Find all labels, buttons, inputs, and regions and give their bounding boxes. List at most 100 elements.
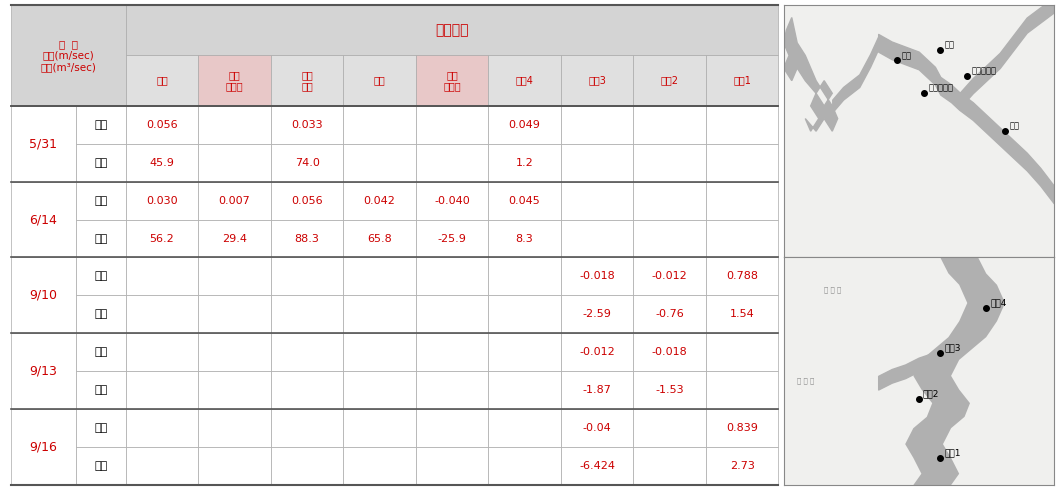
Bar: [416, 220, 488, 257]
Bar: [76, 144, 126, 182]
Bar: [633, 55, 706, 106]
Bar: [198, 144, 271, 182]
Bar: [126, 447, 198, 485]
Bar: [561, 295, 633, 333]
Bar: [706, 447, 778, 485]
Bar: [488, 182, 561, 220]
Bar: [126, 333, 198, 371]
Text: 유속: 유속: [94, 347, 107, 357]
Text: 0.042: 0.042: [363, 196, 395, 206]
Bar: [126, 220, 198, 257]
Text: 74.0: 74.0: [294, 158, 320, 168]
Bar: [76, 182, 126, 220]
Bar: [416, 333, 488, 371]
Text: 56.2: 56.2: [149, 234, 175, 244]
Bar: [706, 55, 778, 106]
Bar: [416, 182, 488, 220]
Bar: [706, 220, 778, 257]
Bar: [706, 144, 778, 182]
Text: 조사지점: 조사지점: [435, 23, 469, 37]
Bar: [488, 295, 561, 333]
Text: 유량: 유량: [94, 461, 107, 471]
Bar: [126, 144, 198, 182]
Bar: [76, 106, 126, 144]
Text: -2.59: -2.59: [582, 309, 611, 319]
Bar: [706, 409, 778, 447]
Bar: [198, 409, 271, 447]
Bar: [561, 106, 633, 144]
Text: 9/16: 9/16: [30, 441, 57, 454]
Text: 0.030: 0.030: [146, 196, 178, 206]
Bar: [633, 144, 706, 182]
Bar: [76, 409, 126, 447]
Text: 추소3: 추소3: [945, 344, 961, 353]
Text: -0.012: -0.012: [579, 347, 615, 357]
Bar: [76, 333, 126, 371]
Bar: [271, 220, 343, 257]
Bar: [561, 333, 633, 371]
Bar: [126, 5, 778, 55]
Bar: [76, 371, 126, 409]
Bar: [271, 447, 343, 485]
Bar: [561, 55, 633, 106]
Bar: [416, 295, 488, 333]
Text: 여 평 시: 여 평 시: [824, 287, 842, 293]
Bar: [488, 220, 561, 257]
Bar: [561, 409, 633, 447]
Text: -0.012: -0.012: [651, 271, 687, 281]
Text: 유속: 유속: [94, 196, 107, 206]
Text: 0.788: 0.788: [726, 271, 758, 281]
Text: -25.9: -25.9: [437, 234, 467, 244]
Text: 추소
합류전: 추소 합류전: [226, 70, 244, 91]
Text: 45.9: 45.9: [149, 158, 175, 168]
Bar: [198, 333, 271, 371]
Bar: [561, 257, 633, 295]
Bar: [561, 220, 633, 257]
Text: 회남유입부: 회남유입부: [971, 66, 997, 75]
Bar: [198, 371, 271, 409]
Bar: [271, 295, 343, 333]
Text: 장계: 장계: [1009, 122, 1019, 131]
Bar: [633, 220, 706, 257]
Bar: [416, 447, 488, 485]
Bar: [11, 5, 126, 106]
Text: 88.3: 88.3: [294, 234, 320, 244]
Text: 29.4: 29.4: [222, 234, 247, 244]
Bar: [633, 182, 706, 220]
Text: 1.54: 1.54: [730, 309, 754, 319]
Bar: [416, 144, 488, 182]
Bar: [488, 106, 561, 144]
Bar: [11, 106, 76, 182]
Text: -1.53: -1.53: [656, 385, 684, 395]
Bar: [706, 371, 778, 409]
Bar: [11, 409, 76, 485]
Bar: [416, 257, 488, 295]
Text: 유속: 유속: [94, 423, 107, 433]
Bar: [488, 55, 561, 106]
Text: 65.8: 65.8: [367, 234, 392, 244]
Bar: [271, 106, 343, 144]
Text: 회남
대교: 회남 대교: [301, 70, 312, 91]
Text: 0.033: 0.033: [291, 120, 323, 130]
Bar: [706, 257, 778, 295]
Text: 법수: 법수: [901, 51, 911, 60]
Text: -1.87: -1.87: [582, 385, 611, 395]
Text: -0.018: -0.018: [579, 271, 615, 281]
Bar: [633, 447, 706, 485]
Bar: [416, 55, 488, 106]
Text: 추소4: 추소4: [990, 298, 1007, 307]
Text: 회남
유입부: 회남 유입부: [444, 70, 461, 91]
Polygon shape: [905, 257, 1005, 485]
Bar: [343, 409, 416, 447]
Bar: [633, 333, 706, 371]
Text: 0.839: 0.839: [726, 423, 758, 433]
Text: 9/13: 9/13: [30, 365, 57, 378]
Polygon shape: [784, 18, 838, 131]
Bar: [343, 182, 416, 220]
Text: 유속: 유속: [94, 120, 107, 130]
Bar: [706, 295, 778, 333]
Bar: [11, 257, 76, 333]
Bar: [488, 447, 561, 485]
Text: 취 락 지: 취 락 지: [797, 378, 814, 384]
Text: 0.049: 0.049: [508, 120, 540, 130]
